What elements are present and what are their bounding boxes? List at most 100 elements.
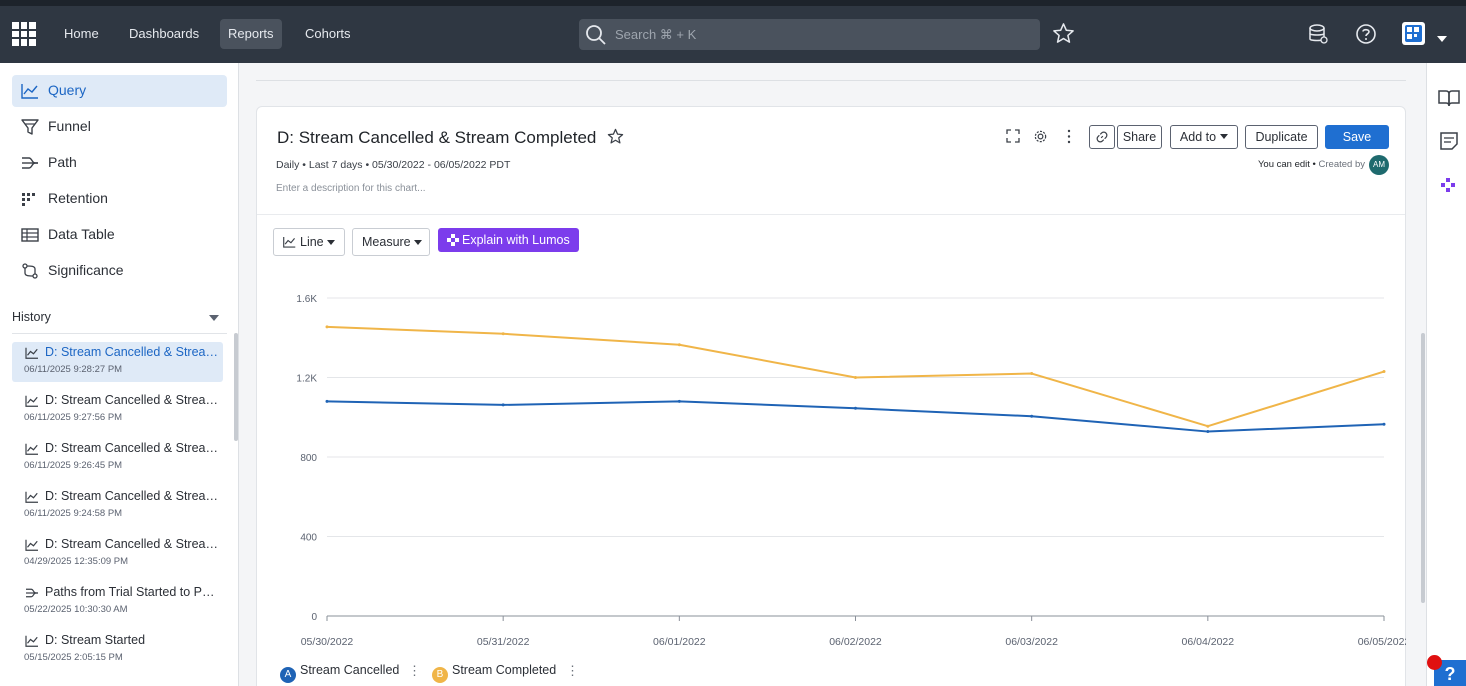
nav-cohorts[interactable]: Cohorts bbox=[305, 26, 351, 41]
notes-icon[interactable] bbox=[1439, 131, 1459, 151]
legend-item-stream-cancelled[interactable]: A Stream Cancelled bbox=[280, 663, 399, 683]
sidebar-item-funnel[interactable]: Funnel bbox=[12, 111, 227, 143]
history-item[interactable]: D: Stream Cancelled & Stream Completed 0… bbox=[12, 390, 223, 430]
nav-home[interactable]: Home bbox=[64, 26, 99, 41]
significance-icon bbox=[22, 263, 38, 279]
line-chart-icon bbox=[25, 491, 38, 503]
page-scrollbar[interactable] bbox=[1421, 333, 1425, 603]
open-book-icon[interactable] bbox=[1438, 89, 1460, 107]
history-divider bbox=[12, 333, 227, 334]
history-item[interactable]: D: Stream Cancelled & Stream Completed 0… bbox=[12, 486, 223, 526]
lumos-sparkle-icon bbox=[447, 234, 459, 246]
history-item[interactable]: D: Stream Cancelled & Stream Completed 0… bbox=[12, 534, 223, 574]
history-item-title: D: Stream Cancelled & Stream Completed bbox=[45, 489, 220, 503]
more-vertical-icon[interactable] bbox=[1065, 129, 1073, 144]
history-item-title: D: Stream Cancelled & Stream Completed bbox=[45, 441, 220, 455]
history-item[interactable]: D: Stream Started 05/15/2025 2:05:15 PM bbox=[12, 630, 223, 670]
data-point bbox=[501, 403, 505, 407]
save-button[interactable]: Save bbox=[1325, 125, 1389, 149]
funnel-icon bbox=[21, 119, 39, 135]
settings-gear-icon[interactable] bbox=[1033, 129, 1048, 144]
data-point bbox=[1030, 372, 1034, 376]
sidebar-item-data-table[interactable]: Data Table bbox=[12, 219, 227, 251]
search-placeholder: Search ⌘ + K bbox=[615, 27, 697, 42]
chevron-down-icon bbox=[414, 240, 422, 245]
line-chart-icon bbox=[25, 347, 38, 359]
measure-dropdown[interactable]: Measure bbox=[352, 228, 430, 256]
history-item[interactable]: D: Stream Cancelled & Stream Completed 0… bbox=[12, 438, 223, 478]
history-item[interactable]: Paths from Trial Started to Purchase 05/… bbox=[12, 582, 223, 622]
duplicate-button[interactable]: Duplicate bbox=[1245, 125, 1318, 149]
account-menu-chevron-down-icon[interactable] bbox=[1437, 36, 1447, 42]
left-sidebar: Query Funnel Path Retention bbox=[0, 63, 239, 686]
legend-more-icon[interactable]: ⋮ bbox=[408, 663, 421, 678]
data-point bbox=[325, 399, 329, 403]
history-item-title: D: Stream Cancelled & Stream Completed bbox=[45, 393, 220, 407]
sidebar-item-significance[interactable]: Significance bbox=[12, 255, 227, 287]
legend-label: Stream Completed bbox=[452, 663, 557, 677]
creator-avatar[interactable]: AM bbox=[1369, 155, 1389, 175]
retention-grid-icon bbox=[22, 193, 35, 206]
org-logo-icon bbox=[1405, 25, 1422, 42]
share-button[interactable]: Share bbox=[1117, 125, 1162, 149]
add-to-button[interactable]: Add to bbox=[1170, 125, 1238, 149]
fullscreen-icon[interactable] bbox=[1006, 129, 1020, 143]
data-sources-icon[interactable] bbox=[1307, 23, 1329, 45]
legend-label: Stream Cancelled bbox=[300, 663, 400, 677]
line-chart-icon bbox=[25, 443, 38, 455]
y-tick-label: 400 bbox=[300, 533, 317, 544]
line-chart-icon bbox=[25, 395, 38, 407]
explain-with-lumos-button[interactable]: Explain with Lumos bbox=[438, 228, 579, 252]
description-input[interactable]: Enter a description for this chart... bbox=[276, 183, 426, 194]
favorite-star-icon[interactable] bbox=[1052, 22, 1075, 45]
nav-dashboards[interactable]: Dashboards bbox=[129, 26, 200, 41]
copy-link-button[interactable] bbox=[1089, 125, 1115, 149]
x-tick-label: 06/03/2022 bbox=[1005, 636, 1058, 648]
main-divider bbox=[256, 80, 1406, 81]
help-icon[interactable] bbox=[1355, 23, 1377, 45]
top-navigation-bar: Home Dashboards Reports Cohorts Search ⌘… bbox=[0, 0, 1466, 63]
sidebar-item-query[interactable]: Query bbox=[12, 75, 227, 107]
x-tick-label: 05/31/2022 bbox=[477, 636, 530, 648]
legend-item-stream-completed[interactable]: B Stream Completed bbox=[432, 663, 556, 683]
history-item-date: 04/29/2025 12:35:09 PM bbox=[24, 556, 129, 567]
chart-type-dropdown[interactable]: Line bbox=[273, 228, 345, 256]
history-item-date: 06/11/2025 9:28:27 PM bbox=[24, 364, 123, 375]
star-icon[interactable] bbox=[607, 128, 624, 145]
y-tick-label: 800 bbox=[300, 453, 317, 464]
sidebar-scrollbar[interactable] bbox=[234, 333, 238, 441]
sidebar-item-label: Query bbox=[48, 82, 87, 98]
search-icon bbox=[586, 25, 606, 45]
sidebar-item-retention[interactable]: Retention bbox=[12, 183, 227, 215]
edit-permission-note: You can edit • Created by bbox=[1258, 159, 1365, 170]
history-item-date: 06/11/2025 9:26:45 PM bbox=[24, 460, 123, 471]
y-axis-tick-labels: 0 400 800 1.2K 1.6K bbox=[296, 294, 317, 623]
sidebar-item-path[interactable]: Path bbox=[12, 147, 227, 179]
history-item[interactable]: D: Stream Cancelled & Stream Completed 0… bbox=[12, 342, 223, 382]
lumos-sparkle-icon[interactable] bbox=[1441, 178, 1456, 193]
data-point bbox=[854, 406, 857, 410]
legend-badge: B bbox=[432, 667, 448, 683]
x-axis-tick-labels: 05/30/2022 05/31/2022 06/01/2022 06/02/2022… bbox=[301, 636, 1406, 648]
chart-gridlines bbox=[326, 297, 1385, 621]
line-chart-icon bbox=[283, 236, 296, 248]
search-input[interactable]: Search ⌘ + K bbox=[579, 19, 1040, 50]
line-chart-icon bbox=[25, 539, 38, 551]
org-avatar-button[interactable] bbox=[1402, 22, 1425, 45]
history-header[interactable]: History bbox=[12, 310, 227, 324]
report-meta: Daily • Last 7 days • 05/30/2022 - 06/05… bbox=[276, 159, 511, 171]
line-chart-icon bbox=[25, 635, 38, 647]
history-item-title: D: Stream Cancelled & Stream Completed bbox=[45, 345, 220, 359]
link-icon bbox=[1096, 131, 1108, 143]
chevron-down-icon[interactable] bbox=[209, 315, 219, 321]
report-title[interactable]: D: Stream Cancelled & Stream Completed bbox=[277, 128, 597, 147]
sidebar-item-label: Path bbox=[48, 154, 77, 170]
legend-more-icon[interactable]: ⋮ bbox=[566, 663, 579, 678]
x-tick-label: 06/04/2022 bbox=[1182, 636, 1235, 648]
sidebar-item-label: Funnel bbox=[48, 118, 91, 134]
app-grid-logo-icon[interactable] bbox=[12, 22, 36, 46]
line-chart-icon bbox=[21, 84, 38, 99]
nav-reports[interactable]: Reports bbox=[220, 19, 282, 49]
chart-series bbox=[325, 325, 1386, 434]
history-title: History bbox=[12, 310, 51, 324]
